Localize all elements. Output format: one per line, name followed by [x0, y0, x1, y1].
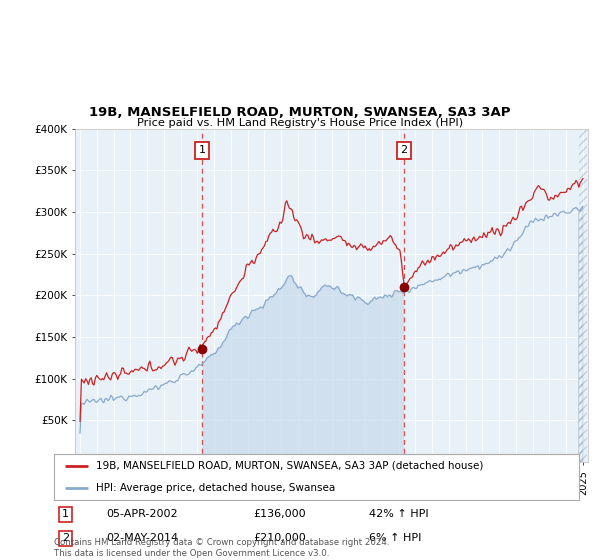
- Text: 2: 2: [62, 534, 69, 544]
- Text: 2: 2: [401, 146, 407, 156]
- Bar: [579, 129, 587, 462]
- Text: 05-APR-2002: 05-APR-2002: [107, 509, 178, 519]
- Text: 42% ↑ HPI: 42% ↑ HPI: [369, 509, 428, 519]
- Text: 02-MAY-2014: 02-MAY-2014: [107, 534, 179, 544]
- Text: 6% ↑ HPI: 6% ↑ HPI: [369, 534, 421, 544]
- Text: £210,000: £210,000: [254, 534, 306, 544]
- Text: 1: 1: [199, 146, 205, 156]
- Text: 1: 1: [62, 509, 69, 519]
- Text: HPI: Average price, detached house, Swansea: HPI: Average price, detached house, Swan…: [96, 483, 335, 493]
- Text: 19B, MANSELFIELD ROAD, MURTON, SWANSEA, SA3 3AP (detached house): 19B, MANSELFIELD ROAD, MURTON, SWANSEA, …: [96, 460, 484, 470]
- Text: £136,000: £136,000: [254, 509, 306, 519]
- Text: Contains HM Land Registry data © Crown copyright and database right 2024.
This d: Contains HM Land Registry data © Crown c…: [54, 538, 389, 558]
- Text: 19B, MANSELFIELD ROAD, MURTON, SWANSEA, SA3 3AP: 19B, MANSELFIELD ROAD, MURTON, SWANSEA, …: [89, 106, 511, 119]
- Text: Price paid vs. HM Land Registry's House Price Index (HPI): Price paid vs. HM Land Registry's House …: [137, 118, 463, 128]
